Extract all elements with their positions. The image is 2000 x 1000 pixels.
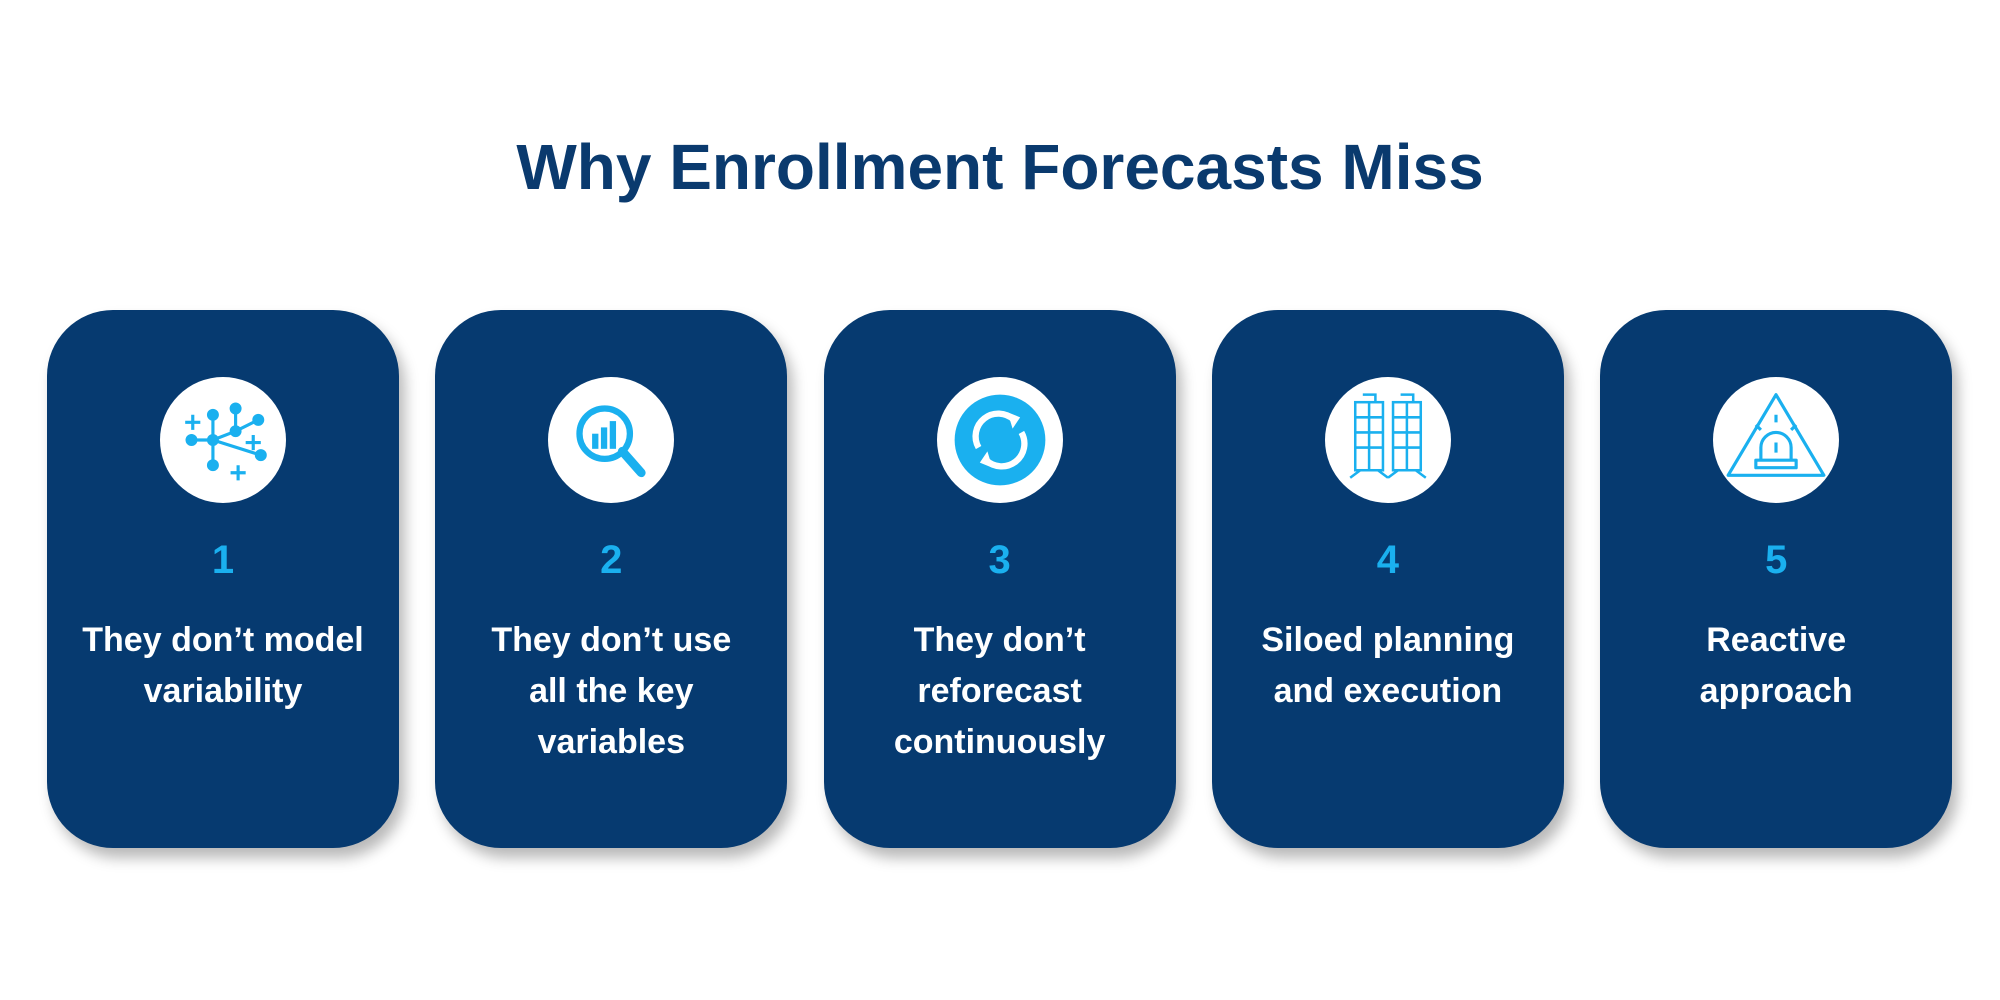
icon-graphic xyxy=(1726,393,1826,477)
card-text: They don’t model variability xyxy=(47,615,399,717)
card: 5 Reactive approach xyxy=(1600,310,1953,848)
card-number: 4 xyxy=(1376,538,1400,582)
icon xyxy=(160,377,286,503)
card-text: Reactive approach xyxy=(1600,615,1952,717)
card-text: They don’t use all the key variables xyxy=(435,615,787,768)
icon xyxy=(1713,377,1840,503)
card-text-line: variability xyxy=(143,672,303,710)
card-number: 5 xyxy=(1765,538,1788,582)
icon xyxy=(548,377,675,503)
title: Why Enrollment Forecasts Miss xyxy=(516,131,1484,203)
card-text-line: They don’t model xyxy=(82,621,364,659)
card-text-line: and execution xyxy=(1273,672,1503,710)
card: 1 They don’t model variability xyxy=(47,310,399,848)
card: 2 They don’t use all the key variables xyxy=(435,310,788,848)
icon xyxy=(1324,377,1451,503)
card-text: They don’t reforecast continuously xyxy=(824,615,1176,768)
card-text-line: They don’t use xyxy=(491,621,732,659)
card-text-line: variables xyxy=(537,723,686,761)
card-text-line: approach xyxy=(1699,672,1853,710)
icon-graphic xyxy=(1349,393,1427,479)
card-text-line: Reactive xyxy=(1706,621,1847,659)
card-text-line: Siloed planning xyxy=(1261,621,1515,659)
card-text-line: reforecast xyxy=(917,672,1082,710)
card-number: 3 xyxy=(988,538,1011,582)
card-number: 1 xyxy=(211,538,235,582)
card: 3 They don’t reforecast continuously xyxy=(823,310,1176,848)
card-number: 2 xyxy=(600,538,623,582)
icon-graphic xyxy=(954,394,1045,486)
card: 4 Siloed planning and execution xyxy=(1211,310,1564,848)
card-text-line: all the key xyxy=(529,672,694,710)
icon-graphic xyxy=(576,405,646,478)
icon xyxy=(936,377,1063,503)
card-text-line: They don’t xyxy=(913,621,1086,659)
card-text-line: continuously xyxy=(893,723,1106,761)
card-text: Siloed planning and execution xyxy=(1212,615,1564,717)
icon-graphic xyxy=(185,402,267,481)
